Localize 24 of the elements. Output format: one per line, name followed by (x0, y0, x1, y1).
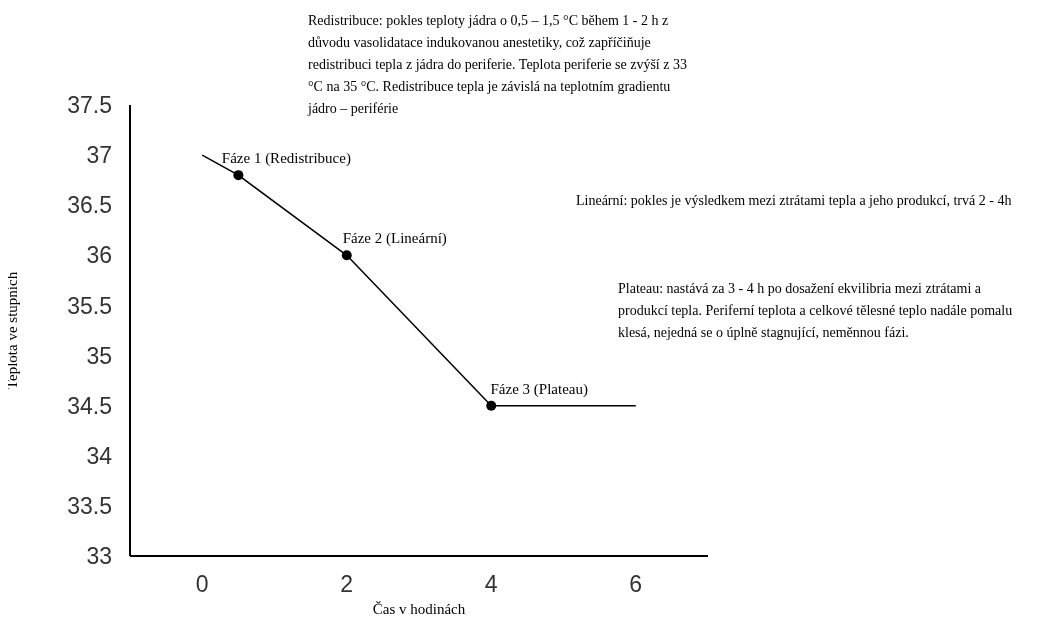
y-tick-label: 36.5 (67, 192, 112, 219)
y-tick-label: 33 (86, 543, 112, 570)
y-tick-label: 33.5 (67, 493, 112, 520)
x-tick-label: 2 (340, 571, 354, 598)
x-axis-title: Čas v hodinách (372, 601, 466, 617)
y-tick-label: 34.5 (67, 392, 112, 419)
annotation: Fáze 2 (Lineární) (342, 230, 447, 248)
annotation: Fáze 3 (Plateau) (490, 380, 588, 398)
y-tick-label: 34 (86, 442, 113, 469)
point (341, 250, 352, 261)
y-tick-label: 36 (86, 242, 112, 269)
x-tick-label: 6 (629, 571, 643, 598)
point (233, 170, 244, 181)
y-tick-label: 35 (86, 342, 112, 369)
point (486, 400, 497, 411)
x-tick-label: 4 (484, 571, 498, 598)
y-tick-label: 35.5 (67, 292, 112, 319)
x-tick-label: 0 (195, 571, 209, 598)
y-tick-label: 37 (86, 142, 112, 169)
annotation: Plateau: nastává za 3 - 4 h po dosažení ekvilibria mezi ztrátami a produkcí tepla. Periferní teplota a celkové tělesné teplo nadále pomalu klesá, nejedná se o úplně stagnující, neměnnou fázi. (618, 280, 1014, 342)
y-tick-label: 37.5 (67, 92, 112, 119)
annotation: Redistribuce: pokles teploty jádra o 0,5 – 1,5 °C během 1 - 2 h z důvodu vasolidatace indukovanou anestetiky, což zapříčiňuje redistribuci tepla z jádra do periferie. Teplota periferie se zvýší z 33 °C na 35 °C. Redistribuce tepla je závislá na teplotním gradientu jádro – periférie (308, 12, 688, 118)
annotation: Fáze 1 (Redistribuce) (221, 150, 351, 168)
annotation: Lineární: pokles je výsledkem mezi ztrátami tepla a jeho produkcí, trvá 2 - 4h (576, 192, 1013, 210)
